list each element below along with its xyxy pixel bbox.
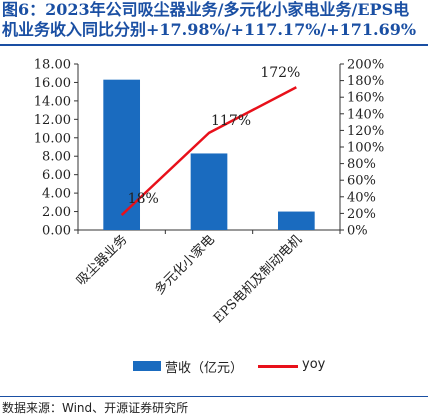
bar-2 [277,211,315,230]
yoy-data-label-2: 172% [260,65,300,81]
chart-canvas: 0.00 2.00 4.00 6.00 8.00 10.00 12.00 14.00 16.00… [34,58,384,327]
y-left-tick-label: 0.00 [42,224,71,239]
legend-bar-label: 营收（亿元） [165,361,244,376]
y-right-tick-label: 120% [347,124,384,139]
y-right-tick-label: 40% [347,190,376,205]
legend-line-label: yoy [302,357,326,372]
y-left-tick-label: 10.00 [34,131,71,146]
y-left-tick-label: 4.00 [42,187,71,202]
title-line-2: 机业务收入同比分别+17.98%/+117.17%/+171.69% [2,20,417,39]
yoy-data-label-1: 117% [211,113,251,129]
legend-line-swatch [258,365,298,368]
y-right-tick-label: 80% [347,157,376,172]
y-right-tick-label: 0% [347,224,368,239]
chart-title: 图6：2023年公司吸尘器业务/多元化小家电业务/EPS电 机业务收入同比分别+… [0,0,428,44]
y-left-tick-label: 16.00 [34,76,71,91]
title-divider [0,44,428,46]
x-category-label-2: EPS电机及制动电机 [211,232,305,326]
y-left-tick-label: 8.00 [42,150,71,165]
y-right-tick-label: 180% [347,74,384,89]
source-note: 数据来源：Wind、开源证券研究所 [0,396,428,417]
y-right-tick-label: 200% [347,58,384,73]
x-category-label-1: 多元化小家电 [151,232,217,298]
bar-0 [103,79,141,230]
y-right-tick-label: 60% [347,174,376,189]
y-left-tick-label: 18.00 [34,58,71,73]
y-right-tick-label: 140% [347,107,384,122]
y-left-tick-label: 14.00 [34,94,71,109]
yoy-line [120,86,297,216]
yoy-data-label-0: 18% [128,191,159,207]
y-right-tick-label: 100% [347,141,384,156]
y-right-tick-label: 160% [347,91,384,106]
legend: 营收（亿元） yoy [0,356,428,376]
bar-1 [190,153,228,230]
y-left-tick-label: 6.00 [42,168,71,183]
legend-bar-swatch [133,361,161,371]
y-left-tick-label: 2.00 [42,205,71,220]
y-left-tick-label: 12.00 [34,113,71,128]
y-right-tick-label: 20% [347,207,376,222]
title-line-1: 图6：2023年公司吸尘器业务/多元化小家电业务/EPS电 [2,0,410,19]
x-category-label-0: 吸尘器业务 [73,232,130,289]
